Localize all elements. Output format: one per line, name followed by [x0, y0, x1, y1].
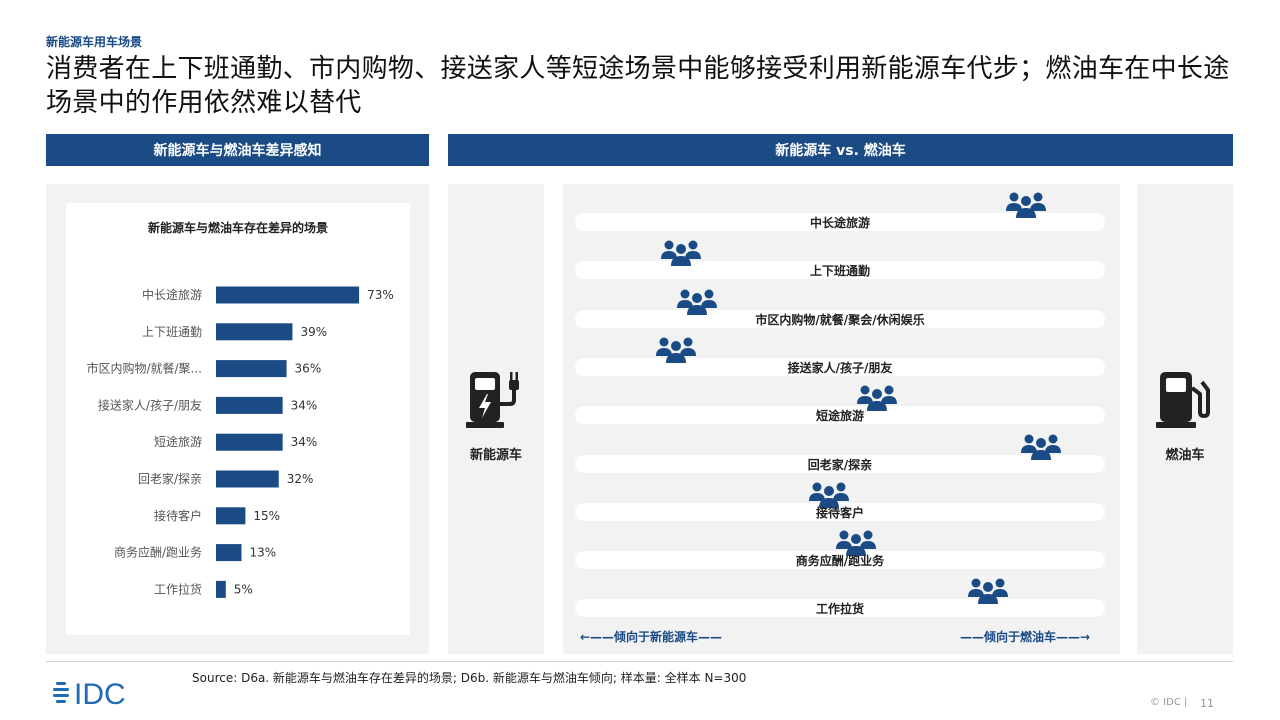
scenario-label: 上下班通勤 — [809, 264, 870, 279]
scenario-label: 工作拉货 — [815, 602, 864, 617]
bar — [216, 396, 283, 414]
people-group-icon — [835, 529, 877, 557]
value-label: 39% — [300, 325, 327, 339]
value-label: 5% — [234, 582, 253, 596]
value-label: 13% — [249, 546, 276, 560]
scenario-label: 接送家人/孩子/朋友 — [787, 360, 893, 375]
bar — [216, 507, 246, 525]
people-group-icon — [1005, 191, 1047, 219]
section-label: 新能源车用车场景 — [46, 35, 143, 49]
value-label: 34% — [291, 435, 318, 449]
bar — [216, 323, 293, 341]
scenario-track — [575, 406, 1105, 425]
scenario-track — [575, 551, 1105, 570]
page-title: 消费者在上下班通勤、市内购物、接送家人等短途场景中能够接受利用新能源车代步；燃油… — [46, 54, 1230, 118]
value-label: 34% — [291, 398, 318, 412]
chart-card — [66, 203, 410, 635]
scenario-label: 接待客户 — [815, 505, 864, 520]
idc-logo: IDC — [53, 678, 126, 710]
people-group-icon — [808, 481, 850, 509]
scenario-track — [575, 261, 1105, 280]
scenario-track — [575, 357, 1105, 376]
source-note: Source: D6a. 新能源车与燃油车存在差异的场景; D6b. 新能源车与… — [192, 671, 747, 685]
footer-divider — [46, 661, 1233, 662]
chart-title: 新能源车与燃油车存在差异的场景 — [147, 221, 328, 235]
scenario-label: 商务应酬/跑业务 — [795, 554, 885, 569]
idc-logo-text: IDC — [74, 678, 126, 710]
bar-chart: 中长途旅游 73% 上下班通勤 39% 市区内购物/就餐/聚... 36% 接送家人/孩子/… — [86, 286, 394, 598]
people-group-icon — [1020, 433, 1062, 461]
fuel-label: 燃油车 — [1165, 448, 1205, 463]
scenario-track — [575, 213, 1105, 231]
bar — [216, 544, 242, 562]
category-label: 工作拉货 — [154, 581, 202, 596]
category-label: 接送家人/孩子/朋友 — [98, 397, 202, 412]
people-group-icon — [655, 336, 697, 364]
bar — [216, 360, 287, 378]
ev-lean-arrow: ←——倾向于新能源车—— — [580, 630, 723, 644]
value-label: 15% — [253, 509, 280, 523]
copyright: © IDC | — [1150, 697, 1188, 708]
scenario-track — [575, 599, 1105, 618]
bar — [216, 470, 279, 488]
category-label: 商务应酬/跑业务 — [114, 545, 202, 560]
fuel-pump-icon — [1156, 372, 1210, 428]
people-group-icon — [676, 288, 718, 316]
category-label: 短途旅游 — [154, 434, 202, 449]
people-group-icon — [660, 239, 702, 267]
category-label: 中长途旅游 — [142, 287, 202, 302]
ev-label: 新能源车 — [469, 448, 522, 463]
category-label: 市区内购物/就餐/聚... — [86, 361, 202, 376]
bar — [216, 433, 283, 451]
scenario-label: 中长途旅游 — [809, 216, 870, 230]
bar — [216, 580, 226, 598]
scenario-label: 回老家/探亲 — [807, 457, 873, 472]
fuel-lean-arrow: ——倾向于燃油车——→ — [960, 630, 1091, 644]
scenario-track — [575, 309, 1105, 328]
right-section-header: 新能源车 vs. 燃油车 — [448, 134, 1233, 166]
ev-charger-icon — [466, 372, 519, 428]
people-group-icon — [967, 577, 1009, 605]
scenario-label: 短途旅游 — [815, 409, 864, 424]
scenario-track — [575, 454, 1105, 473]
category-label: 接待客户 — [154, 508, 202, 523]
people-group-icon — [856, 384, 898, 412]
scenario-track — [575, 502, 1105, 521]
value-label: 73% — [367, 288, 394, 302]
bar — [216, 286, 360, 304]
value-label: 32% — [287, 472, 314, 486]
category-label: 回老家/探亲 — [138, 471, 202, 486]
page-number: 11 — [1200, 697, 1214, 710]
left-section-header: 新能源车与燃油车差异感知 — [46, 134, 429, 166]
value-label: 36% — [295, 362, 322, 376]
category-label: 上下班通勤 — [142, 325, 202, 339]
scenario-label: 市区内购物/就餐/聚会/休闲娱乐 — [755, 312, 925, 327]
